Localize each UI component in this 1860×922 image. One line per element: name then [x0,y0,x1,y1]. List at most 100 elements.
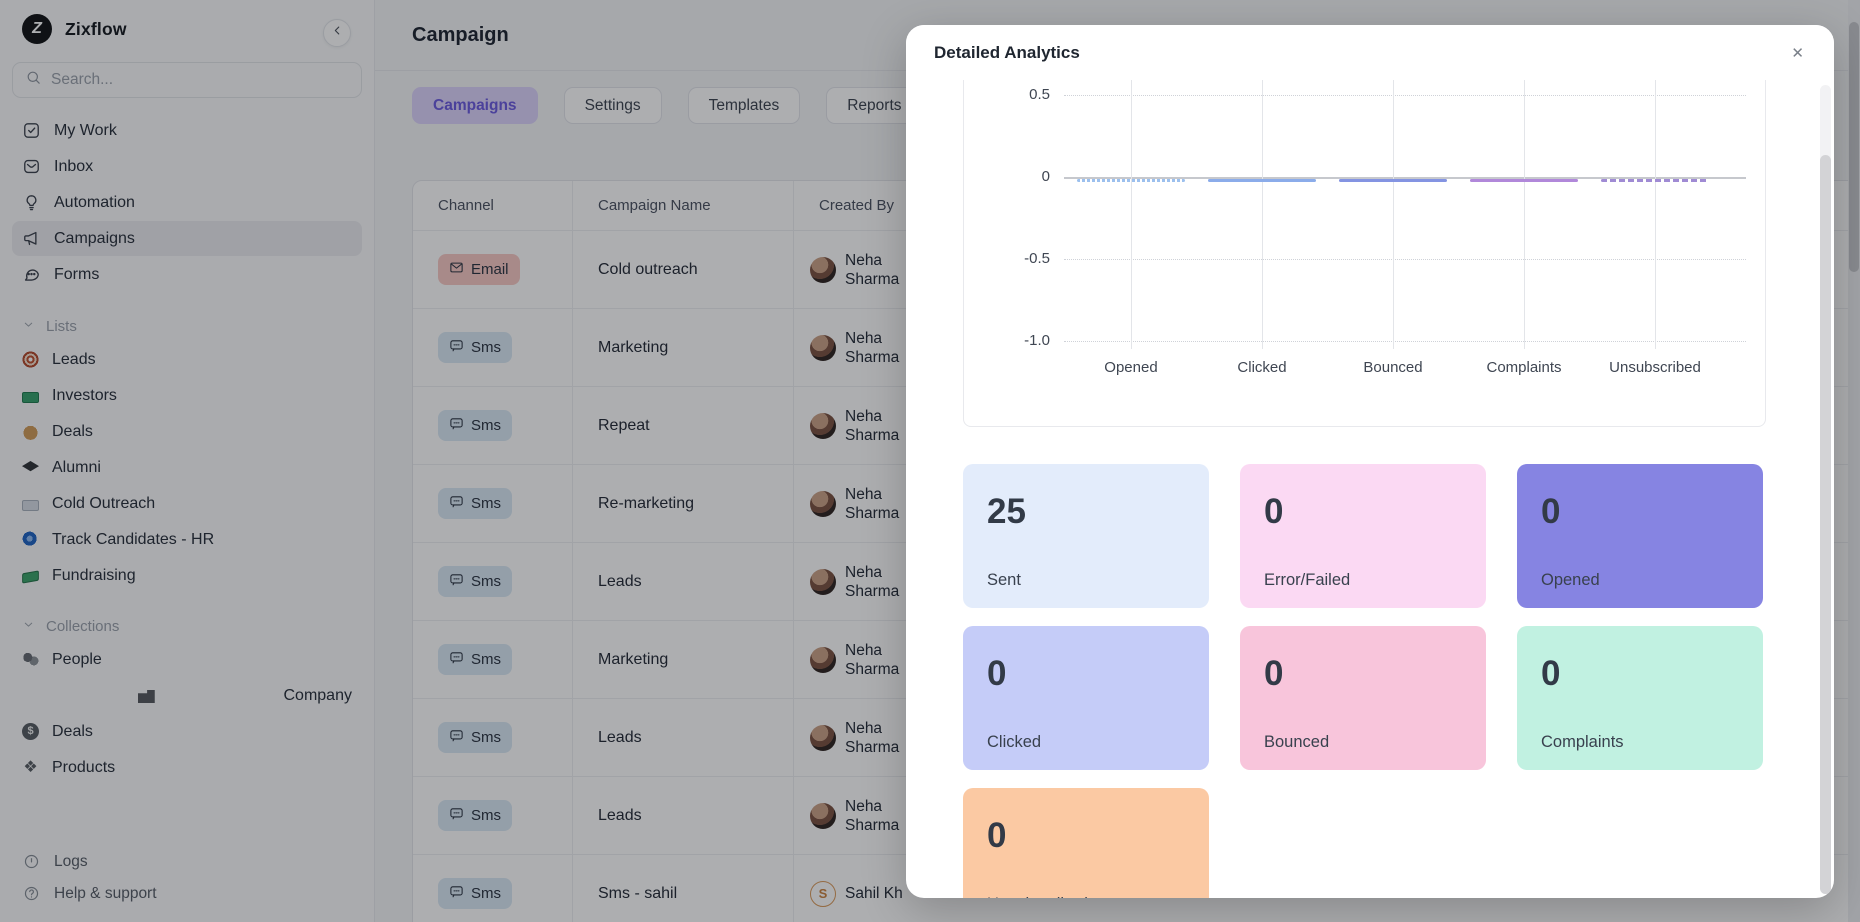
stat-card-error-failed: 0 Error/Failed [1240,464,1486,608]
sidebar-item-fundraising[interactable]: Fundraising [12,558,362,593]
search-input[interactable]: Search... [12,62,362,98]
stat-card-complaints: 0 Complaints [1517,626,1763,770]
stat-value: 0 [1264,492,1284,531]
modal-header: Detailed Analytics ✕ [906,25,1834,80]
avatar [810,412,836,439]
sidebar-item-alumni[interactable]: Alumni [12,450,362,485]
channel-cell: Sms [413,699,572,776]
channel-badge-label: Sms [471,495,501,512]
stats-grid: 25 Sent 0 Error/Failed 0 Opened 0 Clicked 0 Bounc… [963,464,1766,898]
creator-name: Neha Sharma [845,797,900,834]
series-segment-bounced [1339,179,1447,182]
channel-badge-label: Sms [471,339,501,356]
sidebar-item-company[interactable]: Company [12,678,362,713]
stat-label: Sent [987,571,1021,589]
stat-label: Bounced [1264,733,1330,751]
zixflow-logo-icon: Z [22,14,52,44]
created-by-cell: Neha Sharma [793,465,1859,542]
chevron-down-icon [22,318,35,335]
sidebar-item-people[interactable]: People [12,642,362,677]
tab-templates[interactable]: Templates [687,87,801,124]
zero-axis-line [1064,177,1746,179]
stat-card-sent: 25 Sent [963,464,1209,608]
sidebar-item-investors[interactable]: Investors [12,378,362,413]
channel-badge-label: Sms [471,651,501,668]
x-gridline [1262,80,1263,349]
sidebar-item-my-work[interactable]: My Work [12,113,362,148]
section-label: Collections [46,617,120,635]
magnifier-icon [22,531,39,548]
stat-value: 0 [1541,654,1561,693]
campaign-name-cell: Leads [572,543,793,620]
created-by-cell: Neha Sharma [793,699,1859,776]
modal-scrollbar-thumb[interactable] [1820,155,1831,894]
page-scrollbar[interactable] [1848,0,1860,922]
sidebar-collapse-button[interactable] [323,19,351,47]
people-icon [22,651,39,668]
tab-settings[interactable]: Settings [563,87,662,124]
created-by-cell: Neha Sharma [793,231,1859,308]
close-icon[interactable]: ✕ [1791,44,1804,62]
chat-bubble-icon [22,265,41,284]
megaphone-icon [22,229,41,248]
sidebar-item-logs[interactable]: Logs [12,846,362,877]
diamonds-icon: ❖ [23,759,38,776]
incoming-envelope-icon [22,499,39,511]
sidebar-item-deals[interactable]: Deals [12,414,362,449]
detailed-analytics-modal: Detailed Analytics ✕ 0.5 0 -0.5 -1.0 Opened C… [906,25,1834,898]
brand: Z Zixflow [12,0,362,58]
sidebar-item-inbox[interactable]: Inbox [12,149,362,184]
sidebar-item-products[interactable]: ❖ Products [12,750,362,785]
sidebar-item-help-support[interactable]: Help & support [12,878,362,909]
table-row[interactable]: Sms Sms - sahil S Sahil Kh [413,855,1859,922]
avatar [810,802,836,829]
section-header-lists[interactable]: Lists [12,311,362,341]
campaign-name-cell: Marketing [572,621,793,698]
sms-badge-icon [449,572,464,591]
section-header-collections[interactable]: Collections [12,611,362,641]
sms-badge-icon [449,806,464,825]
avatar [810,724,836,751]
stat-card-bounced: 0 Bounced [1240,626,1486,770]
page-scrollbar-thumb[interactable] [1849,22,1859,272]
channel-cell: Sms [413,777,572,854]
sidebar-item-label: Company [283,686,352,704]
sidebar-sections: Lists Leads Investors Deals Alumni Cold Outre… [12,293,362,786]
campaign-name-cell: Repeat [572,387,793,464]
sms-channel-badge: Sms [438,332,512,363]
sidebar-nav: My Work Inbox Automation Campaigns Forms [12,112,362,293]
creator-name: Neha Sharma [845,251,900,288]
x-category-label: Complaints [1486,359,1562,376]
modal-body: 0.5 0 -0.5 -1.0 Opened Clicked Bounced Complain… [906,80,1834,898]
sidebar-item-forms[interactable]: Forms [12,257,362,292]
stat-value: 25 [987,492,1026,531]
sidebar-item-label: My Work [54,121,117,139]
sidebar-item-leads[interactable]: Leads [12,342,362,377]
channel-cell: Sms [413,543,572,620]
modal-scrollbar[interactable] [1820,85,1831,894]
created-by-cell: Neha Sharma [793,777,1859,854]
y-gridline [1064,95,1746,96]
tab-campaigns[interactable]: Campaigns [412,87,538,124]
sidebar-item-label: Fundraising [52,566,136,584]
sidebar-item-automation[interactable]: Automation [12,185,362,220]
x-category-label: Clicked [1237,359,1287,376]
creator-name: Neha Sharma [845,563,900,600]
sms-badge-icon [449,650,464,669]
creator-name: Neha Sharma [845,719,900,756]
sidebar-item-cold-outreach[interactable]: Cold Outreach [12,486,362,521]
email-channel-badge: Email [438,254,520,285]
sidebar-item-track-candidates-hr[interactable]: Track Candidates - HR [12,522,362,557]
sidebar-item-label: Cold Outreach [52,494,156,512]
banknote-icon [22,391,39,403]
sidebar-item-label: Forms [54,265,100,283]
sidebar-item-label: Logs [54,852,88,870]
sidebar: Z Zixflow Search... My Work Inbox Automati… [0,0,375,922]
campaign-name-cell: Marketing [572,309,793,386]
sidebar-item-label: Investors [52,386,117,404]
stat-value: 0 [1264,654,1284,693]
sidebar-item-label: Products [52,758,116,776]
avatar [810,256,836,283]
sidebar-item-deals[interactable]: $ Deals [12,714,362,749]
sidebar-item-campaigns[interactable]: Campaigns [12,221,362,256]
